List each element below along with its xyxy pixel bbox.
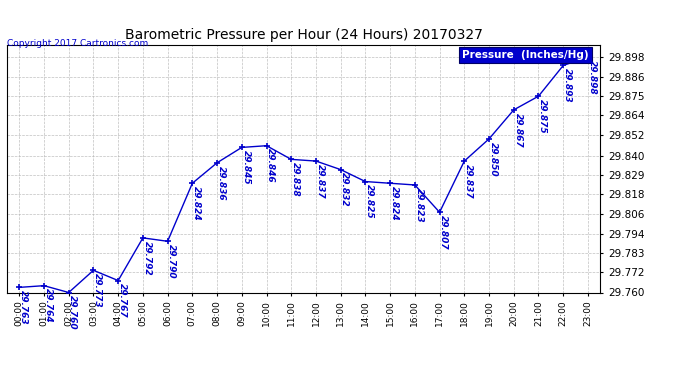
- Text: 29.837: 29.837: [464, 164, 473, 198]
- Text: 29.760: 29.760: [68, 295, 77, 330]
- Text: 29.824: 29.824: [390, 186, 399, 220]
- Text: 29.832: 29.832: [340, 172, 349, 207]
- Text: 29.845: 29.845: [241, 150, 250, 185]
- Text: 29.875: 29.875: [538, 99, 547, 134]
- Text: 29.867: 29.867: [513, 112, 522, 147]
- Text: 29.824: 29.824: [192, 186, 201, 220]
- Text: 29.790: 29.790: [167, 244, 176, 279]
- Text: 29.807: 29.807: [440, 215, 449, 250]
- Text: Copyright 2017 Cartronics.com: Copyright 2017 Cartronics.com: [7, 39, 148, 48]
- Text: 29.825: 29.825: [365, 184, 374, 219]
- Text: 29.836: 29.836: [217, 165, 226, 200]
- Text: 29.846: 29.846: [266, 148, 275, 183]
- Text: 29.893: 29.893: [563, 68, 572, 103]
- Text: 29.823: 29.823: [415, 188, 424, 222]
- Text: 29.763: 29.763: [19, 290, 28, 325]
- Text: Pressure  (Inches/Hg): Pressure (Inches/Hg): [462, 50, 589, 60]
- Text: 29.850: 29.850: [489, 142, 497, 176]
- Title: Barometric Pressure per Hour (24 Hours) 20170327: Barometric Pressure per Hour (24 Hours) …: [125, 28, 482, 42]
- Text: 29.898: 29.898: [588, 60, 597, 94]
- Text: 29.773: 29.773: [93, 273, 102, 308]
- Text: 29.792: 29.792: [143, 241, 152, 275]
- Text: 29.764: 29.764: [43, 288, 52, 323]
- Text: 29.837: 29.837: [315, 164, 324, 198]
- Text: 29.767: 29.767: [118, 284, 127, 318]
- Text: 29.838: 29.838: [291, 162, 300, 197]
